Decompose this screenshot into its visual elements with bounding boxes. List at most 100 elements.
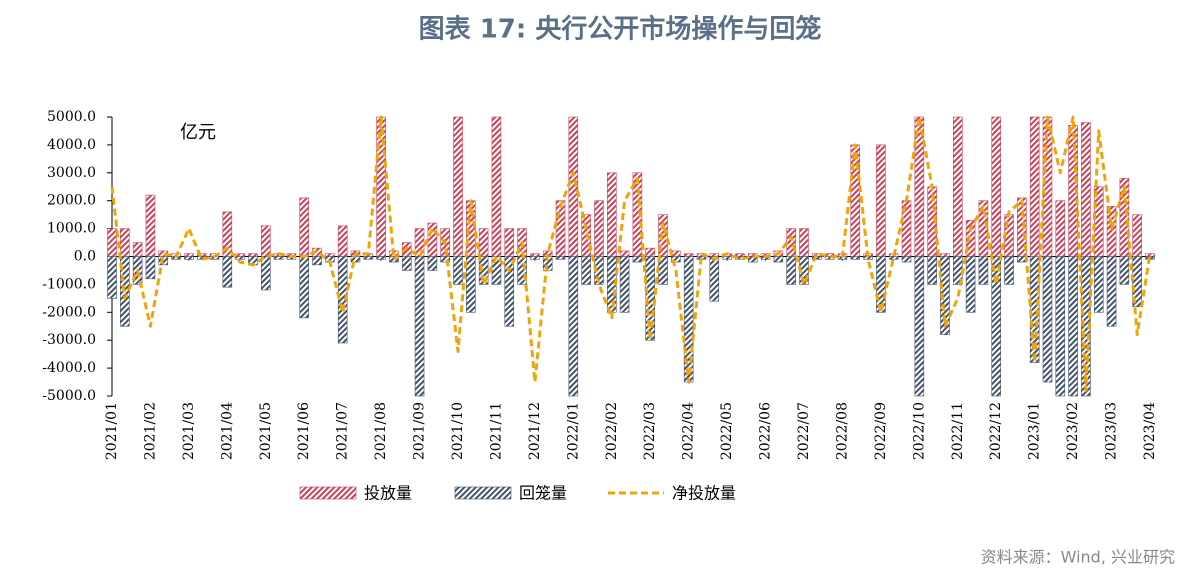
- bar: [401, 256, 412, 271]
- bar: [786, 228, 796, 257]
- bar: [504, 228, 515, 257]
- bar: [478, 256, 489, 285]
- bar: [312, 256, 322, 266]
- bar: [1004, 256, 1014, 285]
- x-tick-label: 2021/04: [219, 402, 235, 460]
- bar: [273, 256, 284, 260]
- x-tick-label: 2021/11: [488, 402, 504, 460]
- bar: [145, 194, 156, 257]
- bar: [619, 256, 630, 313]
- net-line: [110, 115, 1152, 392]
- x-tick-label: 2022/02: [604, 402, 620, 460]
- bar: [888, 256, 899, 260]
- y-tick-label: 2000.0: [47, 193, 96, 209]
- x-tick-label: 2023/04: [1142, 402, 1158, 460]
- bar: [107, 228, 117, 257]
- bar: [671, 256, 681, 263]
- x-tick-label: 2023/02: [1065, 402, 1081, 460]
- bar: [1029, 256, 1040, 363]
- unit-annotation: 亿元: [180, 122, 216, 143]
- bar: [594, 200, 604, 257]
- bar: [850, 256, 861, 260]
- bar: [940, 256, 950, 335]
- bar: [491, 256, 502, 285]
- x-tick-label: 2021/07: [335, 402, 351, 460]
- x-tick-label: 2021/12: [527, 402, 543, 460]
- y-tick-label: -5000.0: [42, 388, 96, 404]
- bar: [799, 228, 809, 257]
- x-tick-label: 2022/04: [681, 402, 697, 460]
- bar: [235, 256, 245, 260]
- bar: [440, 256, 450, 263]
- x-tick-label: 2022/03: [642, 402, 658, 460]
- x-tick-label: 2021/10: [450, 402, 466, 460]
- bar: [606, 172, 617, 257]
- x-tick-label: 2021/03: [181, 402, 197, 460]
- bar: [850, 144, 861, 257]
- bar: [427, 222, 438, 257]
- bar: [376, 256, 386, 260]
- bar: [1132, 256, 1142, 308]
- bar: [235, 253, 245, 257]
- bar: [1055, 256, 1066, 397]
- bar: [530, 253, 540, 257]
- y-tick-label: -4000.0: [42, 360, 96, 376]
- y-tick-label: 0.0: [74, 249, 96, 265]
- bar: [914, 116, 925, 257]
- x-tick-label: 2022/11: [950, 402, 966, 460]
- bar: [478, 228, 489, 257]
- bar: [645, 247, 656, 257]
- bar: [299, 256, 310, 319]
- legend-label: 回笼量: [519, 484, 567, 503]
- bar: [901, 256, 912, 263]
- bar: [568, 116, 579, 257]
- bar: [683, 253, 694, 257]
- x-tick-label: 2022/06: [758, 402, 774, 460]
- bar: [337, 225, 348, 257]
- bar: [555, 256, 566, 260]
- x-tick-label: 2021/05: [258, 402, 274, 460]
- y-tick-label: 4000.0: [47, 137, 96, 153]
- bar: [1093, 256, 1104, 313]
- legend-swatch: [299, 486, 357, 500]
- bar: [530, 256, 540, 260]
- bar: [466, 256, 476, 313]
- bar: [709, 253, 720, 257]
- bar: [568, 256, 579, 397]
- bar: [876, 256, 886, 313]
- bar: [876, 144, 886, 257]
- bar: [1029, 116, 1040, 257]
- bar: [991, 116, 1002, 257]
- source: 资料来源：Wind, 兴业研究: [981, 548, 1175, 567]
- bar: [260, 256, 271, 291]
- bar: [299, 197, 310, 257]
- bar: [773, 256, 784, 263]
- bar: [120, 228, 130, 257]
- x-tick-label: 2021/02: [142, 402, 158, 460]
- bar: [337, 256, 348, 344]
- bar: [619, 250, 630, 257]
- bar: [581, 214, 591, 257]
- legend-label: 投放量: [364, 484, 412, 503]
- bar: [747, 256, 758, 263]
- bar: [491, 116, 502, 257]
- bar: [184, 256, 194, 260]
- bar: [581, 256, 591, 285]
- bar: [555, 200, 566, 257]
- bar: [414, 256, 425, 397]
- bar: [1081, 122, 1091, 257]
- bar: [991, 256, 1002, 397]
- bar: [107, 256, 117, 299]
- x-tick-label: 2022/05: [719, 402, 735, 460]
- bar: [453, 116, 463, 257]
- bar: [1068, 256, 1078, 397]
- bar: [1132, 214, 1142, 257]
- bar: [632, 256, 643, 263]
- bar: [1055, 200, 1066, 257]
- y-tick-label: -1000.0: [42, 276, 96, 292]
- legend-swatch: [454, 486, 512, 500]
- bar: [145, 256, 156, 280]
- x-tick-label: 2022/01: [565, 402, 581, 460]
- bar: [260, 225, 271, 257]
